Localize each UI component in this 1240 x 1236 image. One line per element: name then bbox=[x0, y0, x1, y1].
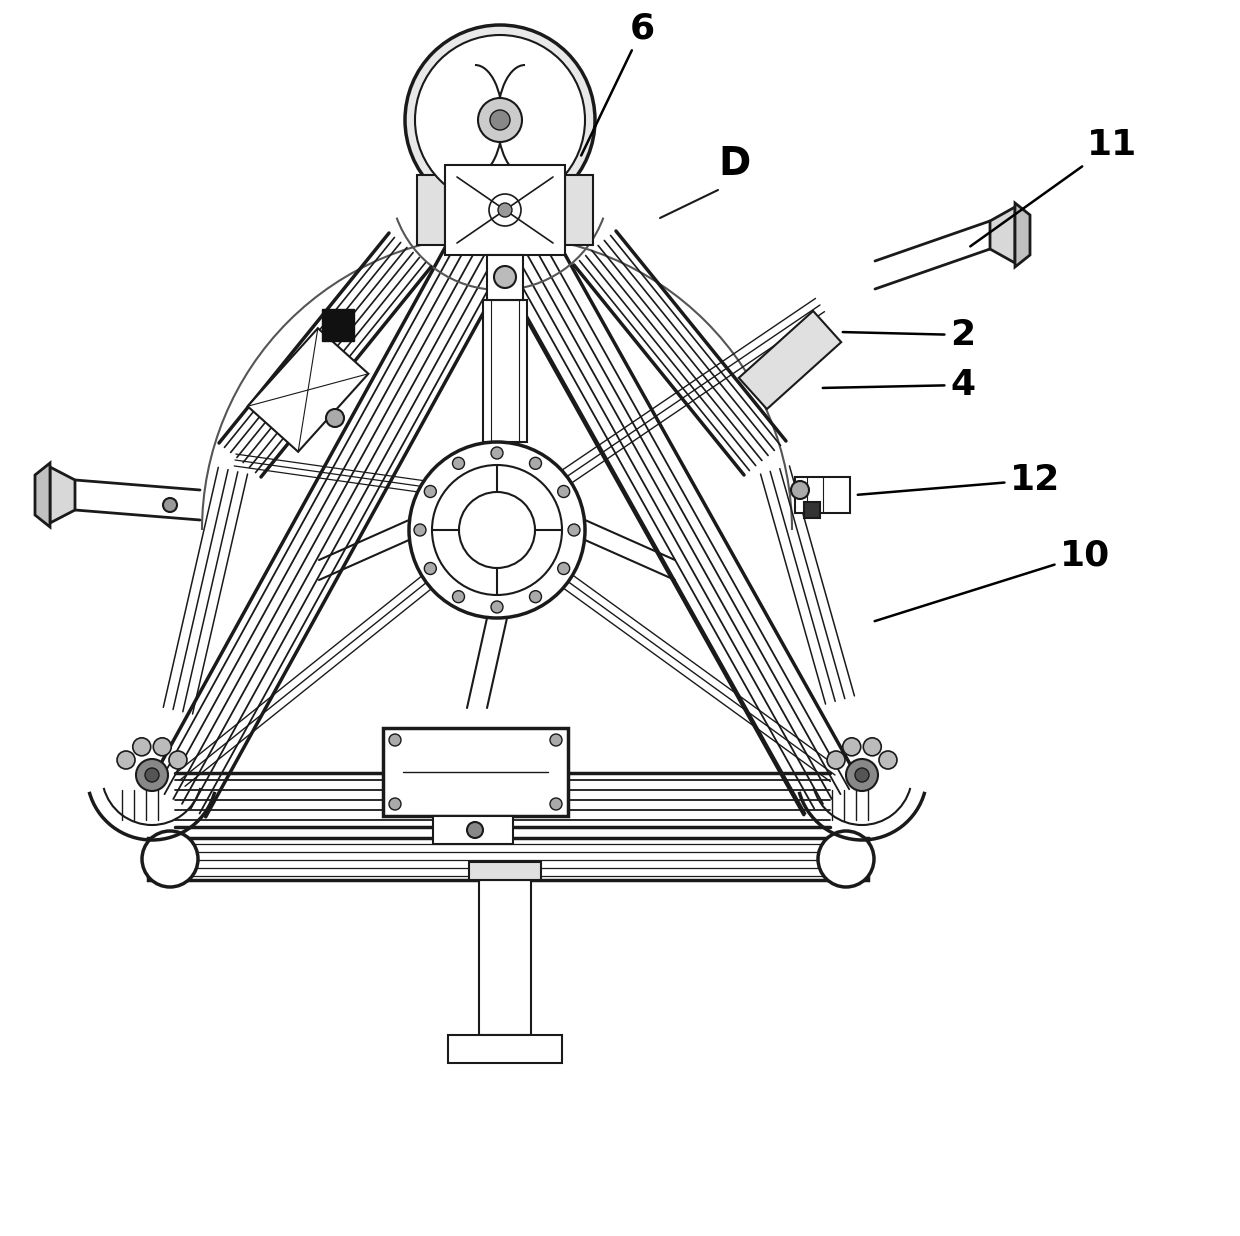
Text: D: D bbox=[718, 145, 750, 183]
Polygon shape bbox=[487, 255, 523, 300]
Circle shape bbox=[498, 203, 512, 218]
Text: 11: 11 bbox=[970, 129, 1137, 246]
Text: 10: 10 bbox=[874, 538, 1110, 622]
Circle shape bbox=[791, 481, 808, 499]
Circle shape bbox=[389, 734, 401, 747]
Circle shape bbox=[169, 751, 187, 769]
Circle shape bbox=[827, 751, 844, 769]
Circle shape bbox=[424, 562, 436, 575]
Circle shape bbox=[145, 768, 159, 782]
Circle shape bbox=[415, 35, 585, 205]
Circle shape bbox=[326, 409, 343, 426]
Circle shape bbox=[405, 25, 595, 215]
Polygon shape bbox=[469, 861, 541, 880]
Text: 4: 4 bbox=[823, 368, 975, 402]
Circle shape bbox=[143, 831, 198, 887]
Polygon shape bbox=[484, 300, 527, 442]
Text: 2: 2 bbox=[843, 318, 975, 352]
Circle shape bbox=[494, 266, 516, 288]
Circle shape bbox=[818, 831, 874, 887]
Polygon shape bbox=[50, 467, 74, 523]
Polygon shape bbox=[322, 309, 353, 341]
Circle shape bbox=[409, 442, 585, 618]
Circle shape bbox=[491, 601, 503, 613]
Text: 6: 6 bbox=[582, 11, 655, 156]
Circle shape bbox=[467, 822, 484, 838]
Circle shape bbox=[154, 738, 171, 755]
Circle shape bbox=[846, 759, 878, 791]
Circle shape bbox=[843, 738, 861, 755]
Circle shape bbox=[432, 465, 562, 595]
Polygon shape bbox=[148, 838, 868, 880]
Polygon shape bbox=[990, 206, 1016, 263]
Circle shape bbox=[389, 798, 401, 810]
Circle shape bbox=[162, 498, 177, 512]
Circle shape bbox=[558, 486, 569, 498]
Polygon shape bbox=[383, 728, 568, 816]
Circle shape bbox=[529, 591, 542, 603]
Circle shape bbox=[136, 759, 167, 791]
Circle shape bbox=[863, 738, 882, 755]
Circle shape bbox=[551, 734, 562, 747]
Text: 12: 12 bbox=[858, 464, 1060, 497]
Circle shape bbox=[879, 751, 897, 769]
Circle shape bbox=[453, 591, 465, 603]
Circle shape bbox=[856, 768, 869, 782]
Circle shape bbox=[490, 110, 510, 130]
Polygon shape bbox=[565, 176, 593, 245]
Polygon shape bbox=[804, 502, 820, 518]
Polygon shape bbox=[795, 477, 849, 513]
Circle shape bbox=[551, 798, 562, 810]
Polygon shape bbox=[433, 816, 513, 844]
Polygon shape bbox=[479, 880, 531, 1035]
Polygon shape bbox=[448, 1035, 562, 1063]
Circle shape bbox=[117, 751, 135, 769]
Circle shape bbox=[568, 524, 580, 536]
Circle shape bbox=[453, 457, 465, 470]
Circle shape bbox=[133, 738, 151, 755]
Circle shape bbox=[529, 457, 542, 470]
Circle shape bbox=[491, 447, 503, 459]
Circle shape bbox=[558, 562, 569, 575]
Polygon shape bbox=[739, 311, 841, 409]
Circle shape bbox=[477, 98, 522, 142]
Circle shape bbox=[424, 486, 436, 498]
Circle shape bbox=[414, 524, 427, 536]
Polygon shape bbox=[445, 164, 565, 255]
Polygon shape bbox=[248, 329, 368, 452]
Circle shape bbox=[459, 492, 534, 569]
Polygon shape bbox=[35, 464, 50, 527]
Polygon shape bbox=[417, 176, 445, 245]
Polygon shape bbox=[1016, 203, 1030, 267]
